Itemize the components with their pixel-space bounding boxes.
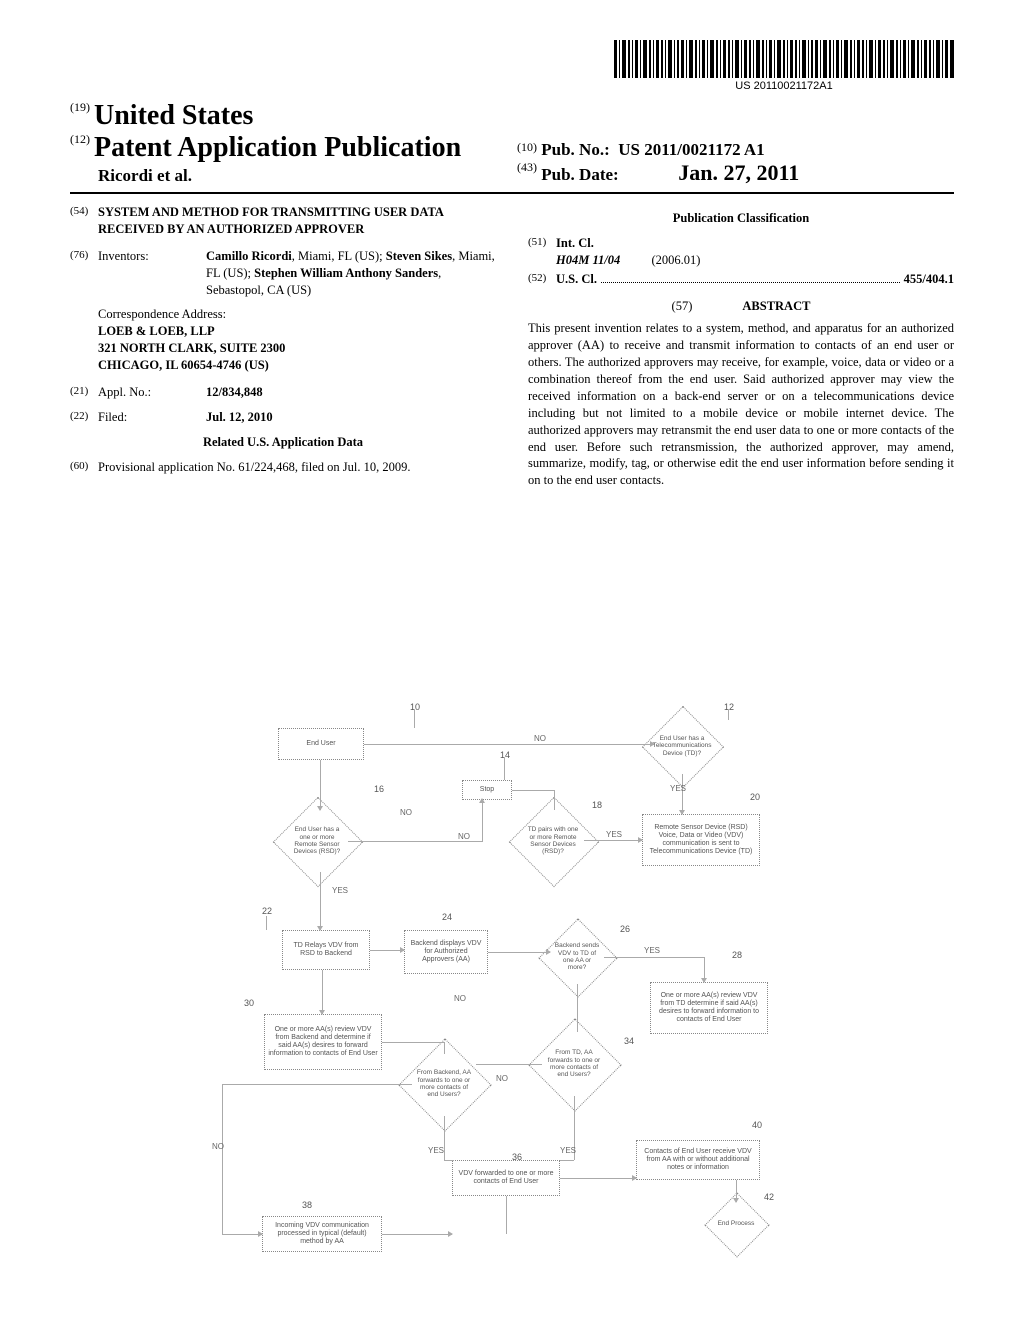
prov-text: Provisional application No. 61/224,468, … — [98, 459, 496, 476]
node-d42: End Process — [714, 1202, 758, 1246]
applno-num: (21) — [70, 384, 98, 401]
barcode: US 20110021172A1 — [614, 40, 954, 92]
left-column: (54) SYSTEM AND METHOD FOR TRANSMITTING … — [70, 204, 496, 489]
label-yes-3: YES — [332, 886, 348, 895]
label-yes-4: YES — [644, 946, 660, 955]
dotted-leader — [601, 282, 900, 283]
intcl-year: (2006.01) — [652, 253, 701, 267]
ref-10: 10 — [410, 702, 420, 712]
country-prefix: (19) — [70, 100, 90, 114]
ref-28: 28 — [732, 950, 742, 960]
label-no-3: NO — [458, 832, 470, 841]
intcl-label: Int. Cl. — [556, 235, 954, 252]
pubno-value: US 2011/0021172 A1 — [618, 140, 764, 159]
node-n22: TD Relays VDV from RSD to Backend — [282, 930, 370, 970]
node-end-user: End User — [278, 728, 364, 760]
filed-value: Jul. 12, 2010 — [206, 409, 496, 426]
ref-12: 12 — [724, 702, 734, 712]
label-yes-6: YES — [560, 1146, 576, 1155]
barcode-text: US 20110021172A1 — [614, 80, 954, 92]
pubdate-value: Jan. 27, 2011 — [678, 160, 799, 185]
node-d26: Backend sends VDV to TD of one AA or mor… — [550, 930, 604, 984]
uscl-num: (52) — [528, 271, 556, 288]
intcl-code: H04M 11/04 — [556, 253, 620, 267]
header: (19) United States (12) Patent Applicati… — [70, 100, 954, 186]
filed-num: (22) — [70, 409, 98, 426]
pubdate-label: Pub. Date: — [541, 165, 618, 184]
node-d34: From TD, AA forwards to one or more cont… — [542, 1032, 606, 1096]
node-n40: Contacts of End User receive VDV from AA… — [636, 1140, 760, 1180]
applno-label: Appl. No.: — [98, 384, 206, 401]
related-title: Related U.S. Application Data — [70, 434, 496, 451]
inventors-value: Camillo Ricordi, Miami, FL (US); Steven … — [206, 248, 496, 299]
label-no-5: NO — [496, 1074, 508, 1083]
uscl-label: U.S. Cl. — [556, 271, 597, 288]
barcode-block: US 20110021172A1 — [70, 40, 954, 94]
node-d18: TD pairs with one or more Remote Sensor … — [522, 810, 584, 872]
node-d12: End User has a Telecommunications Device… — [654, 718, 710, 774]
corr-label: Correspondence Address: — [98, 306, 496, 323]
corr-line1: LOEB & LOEB, LLP — [98, 323, 496, 340]
ref-24: 24 — [442, 912, 452, 922]
corr-line2: 321 NORTH CLARK, SUITE 2300 — [98, 340, 496, 357]
node-n30: One or more AA(s) review VDV from Backen… — [264, 1014, 382, 1070]
ref-42: 42 — [764, 1192, 774, 1202]
abstract-text: This present invention relates to a syst… — [528, 320, 954, 489]
pubno-label: Pub. No.: — [541, 140, 609, 159]
node-n36: VDV forwarded to one or more contacts of… — [452, 1160, 560, 1196]
pubno-prefix: (10) — [517, 140, 537, 154]
pub-prefix: (12) — [70, 132, 90, 146]
bibliographic-columns: (54) SYSTEM AND METHOD FOR TRANSMITTING … — [70, 204, 954, 489]
inventors-label: Inventors: — [98, 248, 206, 299]
node-n20: Remote Sensor Device (RSD) Voice, Data o… — [642, 814, 760, 866]
applno-value: 12/834,848 — [206, 384, 496, 401]
publication-title: Patent Application Publication — [94, 132, 461, 163]
label-no-4: NO — [454, 994, 466, 1003]
divider — [70, 192, 954, 194]
node-d16: End User has a one or more Remote Sensor… — [286, 810, 348, 872]
ref-14: 14 — [500, 750, 510, 760]
pubdate-prefix: (43) — [517, 160, 537, 174]
title-num: (54) — [70, 204, 98, 238]
ref-22: 22 — [262, 906, 272, 916]
node-n28: One or more AA(s) review VDV from TD det… — [650, 982, 768, 1034]
ref-20: 20 — [750, 792, 760, 802]
ref-16: 16 — [374, 784, 384, 794]
node-n38: Incoming VDV communication processed in … — [262, 1216, 382, 1252]
node-n24: Backend displays VDV for Authorized Appr… — [404, 930, 488, 974]
inventors-num: (76) — [70, 248, 98, 299]
correspondence-block: Correspondence Address: LOEB & LOEB, LLP… — [98, 306, 496, 374]
label-yes-1: YES — [670, 784, 686, 793]
node-d32: From Backend, AA forwards to one or more… — [412, 1052, 476, 1116]
ref-26: 26 — [620, 924, 630, 934]
label-yes-2: YES — [606, 830, 622, 839]
label-no-6: NO — [212, 1142, 224, 1151]
intcl-num: (51) — [528, 235, 556, 269]
invention-title: SYSTEM AND METHOD FOR TRANSMITTING USER … — [98, 204, 496, 238]
right-column: Publication Classification (51) Int. Cl.… — [528, 204, 954, 489]
pubclass-title: Publication Classification — [528, 210, 954, 227]
ref-38: 38 — [302, 1200, 312, 1210]
node-stop: Stop — [462, 780, 512, 800]
ref-40: 40 — [752, 1120, 762, 1130]
ref-34: 34 — [624, 1036, 634, 1046]
filed-label: Filed: — [98, 409, 206, 426]
label-no-2: NO — [400, 808, 412, 817]
corr-line3: CHICAGO, IL 60654-4746 (US) — [98, 357, 496, 374]
abstract-heading: (57) ABSTRACT — [528, 298, 954, 315]
ref-30: 30 — [244, 998, 254, 1008]
label-yes-5: YES — [428, 1146, 444, 1155]
country: United States — [94, 100, 253, 131]
authors: Ricordi et al. — [70, 166, 507, 186]
uscl-value: 455/404.1 — [904, 271, 954, 288]
label-no-1: NO — [534, 734, 546, 743]
prov-num: (60) — [70, 459, 98, 476]
ref-18: 18 — [592, 800, 602, 810]
flowchart-figure: 10 12 14 16 18 20 22 24 26 28 30 32 34 3… — [192, 702, 832, 1292]
